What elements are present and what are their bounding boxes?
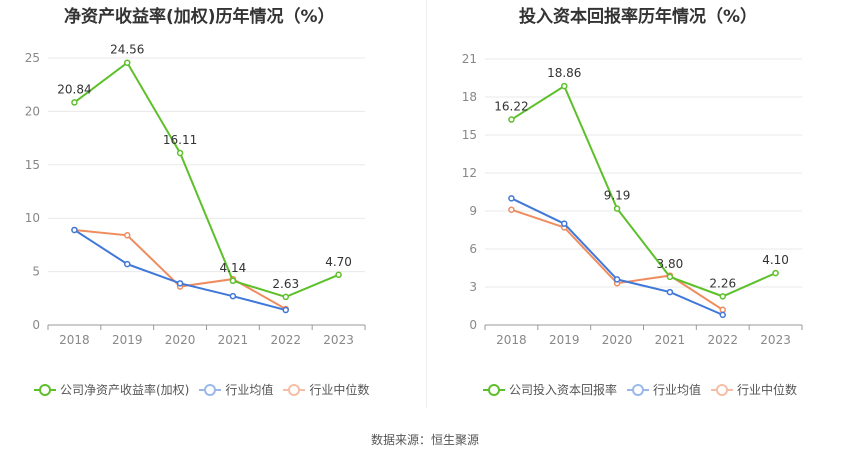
legend-label-average: 行业均值 bbox=[653, 383, 702, 397]
right-x-tick-label: 2018 bbox=[496, 333, 527, 347]
left-series-line-1 bbox=[73, 229, 287, 312]
right-series-point-0 bbox=[719, 293, 726, 300]
legend-swatch-median bbox=[283, 383, 306, 396]
left-series-point-1 bbox=[282, 306, 289, 314]
left-x-tick-label: 2021 bbox=[218, 333, 249, 347]
legend-swatch-company bbox=[483, 383, 505, 396]
legend-item-average[interactable]: 行业均值 bbox=[627, 381, 701, 398]
left-series-point-2 bbox=[124, 232, 131, 239]
left-y-tick-label: 25 bbox=[25, 51, 40, 65]
left-series-point-1 bbox=[124, 260, 131, 268]
legend-label-median: 行业中位数 bbox=[309, 383, 370, 397]
left-x-tick-label: 2020 bbox=[165, 333, 196, 347]
right-y-tick-label: 21 bbox=[462, 52, 477, 66]
left-series-point-0 bbox=[282, 293, 289, 301]
right-series-point-0 bbox=[666, 273, 674, 281]
legend-label-company: 公司净资产收益率(加权) bbox=[60, 383, 190, 397]
left-y-tick-label: 10 bbox=[25, 211, 40, 225]
legend-swatch-company bbox=[34, 383, 56, 396]
right-x-tick-label: 2019 bbox=[549, 333, 580, 347]
left-x-tick-label: 2023 bbox=[323, 333, 354, 347]
left-y-tick-label: 5 bbox=[32, 265, 40, 279]
right-series-point-1 bbox=[613, 276, 621, 283]
left-y-tick-label: 20 bbox=[25, 104, 40, 118]
left-series-point-1 bbox=[229, 292, 237, 300]
left-series-point-0 bbox=[229, 277, 237, 285]
right-y-tick-label: 0 bbox=[469, 318, 477, 332]
legend-label-company: 公司投入资本回报率 bbox=[509, 383, 618, 397]
left-series-line-2 bbox=[74, 228, 287, 310]
left-data-label: 4.70 bbox=[325, 255, 352, 269]
right-series-point-0 bbox=[613, 205, 621, 212]
left-series-point-1 bbox=[176, 280, 184, 287]
left-series-point-0 bbox=[124, 59, 131, 66]
right-series-line-1 bbox=[510, 197, 724, 316]
right-y-tick-label: 3 bbox=[469, 280, 477, 294]
left-series-line-0 bbox=[73, 61, 339, 298]
right-x-tick-label: 2020 bbox=[602, 333, 633, 347]
right-series-line-0 bbox=[510, 84, 776, 298]
left-x-tick-label: 2018 bbox=[59, 333, 90, 347]
right-chart-legend: 公司投入资本回报率 行业均值 行业中位数 bbox=[483, 381, 807, 398]
left-data-label: 4.14 bbox=[220, 261, 247, 275]
charts-canvas: 0 5 10 15 20 25 2018 2019 2020 2021 2022 2023 20.84 2… bbox=[25, 43, 803, 347]
right-series-point-1 bbox=[666, 288, 674, 296]
right-y-tick-label: 15 bbox=[462, 128, 477, 142]
right-series-point-2 bbox=[508, 206, 515, 213]
right-series-point-0 bbox=[508, 116, 515, 123]
right-series-point-1 bbox=[719, 311, 726, 319]
right-data-label: 9.19 bbox=[604, 189, 631, 203]
right-y-tick-label: 12 bbox=[462, 166, 477, 180]
right-x-tick-label: 2021 bbox=[655, 333, 686, 347]
right-series-point-0 bbox=[772, 269, 779, 277]
right-data-label: 2.26 bbox=[709, 276, 736, 290]
legend-item-company[interactable]: 公司净资产收益率(加权) bbox=[34, 381, 189, 398]
legend-swatch-average bbox=[199, 383, 222, 396]
right-data-label: 4.10 bbox=[762, 253, 789, 267]
right-y-tick-label: 6 bbox=[469, 242, 477, 256]
right-chart-title: 投入资本回报率历年情况（%） bbox=[519, 7, 758, 27]
data-source-note: 数据来源：恒生聚源 bbox=[370, 433, 479, 447]
left-series-point-0 bbox=[71, 99, 78, 106]
left-chart-title: 净资产收益率(加权)历年情况（%） bbox=[64, 7, 335, 27]
right-y-tick-label: 9 bbox=[469, 204, 477, 218]
legend-swatch-median bbox=[711, 383, 734, 396]
right-y-tick-label: 18 bbox=[462, 90, 477, 104]
legend-swatch-average bbox=[627, 383, 650, 396]
legend-label-median: 行业中位数 bbox=[737, 383, 798, 397]
legend-label-average: 行业均值 bbox=[225, 383, 274, 397]
left-x-tick-label: 2022 bbox=[270, 333, 301, 347]
left-y-tick-label: 15 bbox=[25, 158, 40, 172]
left-y-tick-label: 0 bbox=[32, 318, 40, 332]
left-data-label: 24.56 bbox=[110, 43, 144, 57]
right-series-point-0 bbox=[561, 82, 568, 90]
legend-item-average[interactable]: 行业均值 bbox=[199, 381, 273, 398]
left-series-point-0 bbox=[335, 271, 342, 279]
left-series-point-0 bbox=[176, 149, 184, 157]
right-data-label: 16.22 bbox=[494, 100, 528, 114]
right-series-point-2 bbox=[719, 306, 726, 314]
right-series-point-1 bbox=[508, 195, 515, 202]
legend-item-median[interactable]: 行业中位数 bbox=[283, 381, 369, 398]
left-chart-legend: 公司净资产收益率(加权) 行业均值 行业中位数 bbox=[34, 381, 379, 398]
panel-divider bbox=[426, 0, 427, 408]
left-series-point-1 bbox=[71, 226, 78, 234]
left-data-label: 16.11 bbox=[163, 133, 197, 147]
left-data-label: 20.84 bbox=[57, 82, 91, 96]
right-data-label: 18.86 bbox=[547, 66, 581, 80]
right-x-tick-label: 2022 bbox=[707, 333, 738, 347]
right-data-label: 3.80 bbox=[657, 257, 684, 271]
legend-item-company[interactable]: 公司投入资本回报率 bbox=[483, 381, 617, 398]
right-series-line-2 bbox=[511, 208, 724, 311]
left-data-label: 2.63 bbox=[272, 277, 299, 291]
right-x-tick-label: 2023 bbox=[760, 333, 791, 347]
left-x-tick-label: 2019 bbox=[112, 333, 143, 347]
right-series-point-1 bbox=[561, 220, 568, 227]
legend-item-median[interactable]: 行业中位数 bbox=[711, 381, 797, 398]
